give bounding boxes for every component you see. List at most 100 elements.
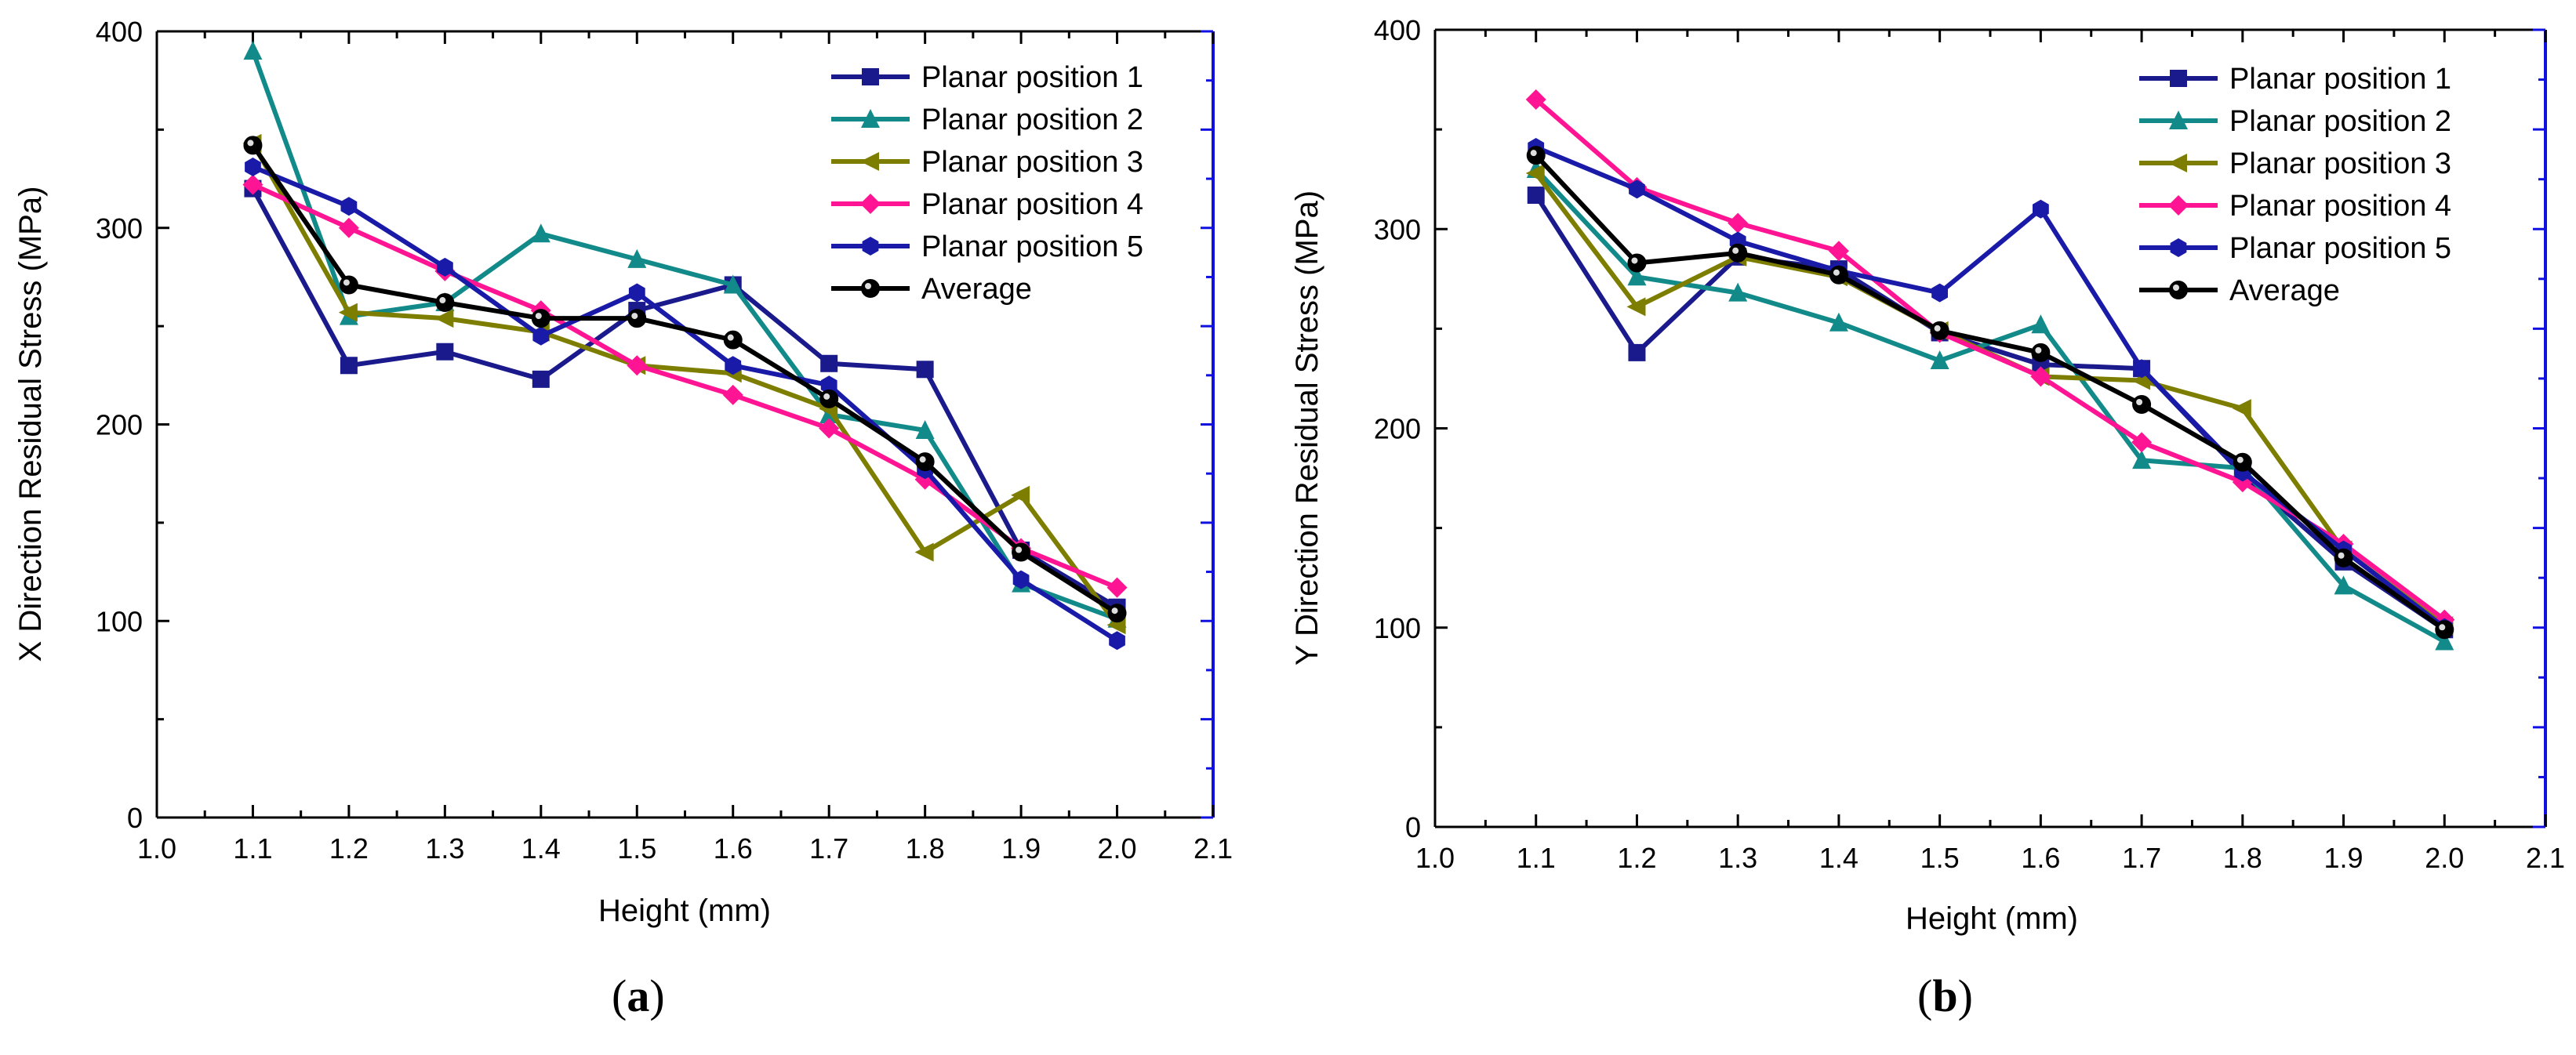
data-point — [1107, 604, 1127, 623]
data-point — [340, 197, 358, 216]
data-point — [723, 274, 743, 294]
data-point — [1012, 570, 1030, 589]
x-tick-label: 1.9 — [1001, 832, 1041, 865]
data-point — [1930, 350, 1949, 370]
legend-marker — [2168, 195, 2189, 216]
data-point — [2133, 359, 2150, 379]
data-point-highlight — [2136, 398, 2143, 405]
legend-label: Planar position 5 — [921, 230, 1143, 263]
data-point — [1728, 212, 1749, 234]
x-tick-label: 1.5 — [617, 832, 656, 865]
x-tick-label: 1.1 — [1517, 842, 1556, 874]
x-tick-label: 1.4 — [1819, 842, 1858, 874]
series-line — [1534, 194, 2446, 632]
legend-label: Planar position 4 — [921, 188, 1143, 221]
data-point — [1828, 241, 1849, 262]
data-point — [243, 41, 263, 60]
x-tick-label: 1.0 — [137, 832, 176, 865]
chart-panel-a: 1.0 1.1 1.2 1.3 1.4 1.5 1.6 1.7 1.8 1.9 2.0 2.1 0 100… — [13, 16, 1233, 1021]
legend-marker — [860, 152, 879, 171]
data-point — [532, 370, 550, 388]
x-tick-label: 1.3 — [425, 832, 464, 865]
legend-marker — [2170, 70, 2187, 87]
data-point-highlight — [727, 334, 734, 341]
panel-label-close: ) — [649, 970, 664, 1021]
data-point-highlight — [535, 313, 542, 320]
data-point-highlight — [1111, 607, 1118, 615]
legend-label: Average — [921, 273, 1032, 306]
data-point — [1728, 282, 1748, 302]
data-point — [1525, 164, 1545, 183]
data-point — [627, 248, 647, 268]
x-tick-label: 1.6 — [2021, 842, 2060, 874]
x-tick-label: 1.8 — [906, 832, 945, 865]
data-point-highlight — [2338, 552, 2345, 559]
data-point — [722, 384, 743, 405]
data-point — [435, 293, 455, 313]
data-point — [531, 223, 550, 243]
data-point — [242, 174, 263, 195]
data-point — [1527, 187, 1545, 205]
series-line — [251, 143, 1119, 615]
y-tick-label: 400 — [1374, 14, 1421, 46]
data-point-highlight — [1631, 257, 1638, 264]
x-tick-label: 2.1 — [1194, 832, 1233, 865]
legend-label: Planar position 5 — [2229, 232, 2451, 265]
series-line — [1534, 154, 2447, 632]
x-tick-label: 1.7 — [809, 832, 848, 865]
y-tick-label: 200 — [1374, 413, 1421, 445]
x-tick-label: 1.2 — [329, 832, 369, 865]
legend-marker-highlight — [865, 283, 871, 289]
data-point-highlight — [1016, 546, 1023, 553]
data-point — [1109, 631, 1125, 651]
panel-label-open: ( — [612, 970, 627, 1021]
data-point — [2334, 548, 2353, 567]
data-point — [1829, 265, 1848, 285]
x-tick-label: 1.2 — [1617, 842, 1656, 874]
x-tick-label: 1.3 — [1718, 842, 1757, 874]
x-axis-label: Height (mm) — [1906, 901, 2078, 936]
data-point — [1626, 297, 1646, 317]
data-point — [2031, 314, 2051, 334]
data-point — [340, 357, 358, 375]
data-point — [2334, 575, 2353, 595]
legend-marker — [860, 194, 881, 214]
x-tick-label: 2.0 — [2425, 842, 2464, 874]
y-tick-label: 200 — [96, 409, 143, 441]
data-point — [915, 420, 935, 440]
x-axis-label: Height (mm) — [598, 894, 771, 928]
data-point — [1012, 542, 1031, 562]
data-point — [2131, 432, 2153, 453]
data-point — [434, 309, 454, 328]
panel-label-letter: a — [627, 970, 649, 1021]
x-tick-label: 1.6 — [714, 832, 753, 865]
data-point-highlight — [1934, 324, 1941, 332]
y-tick-label: 400 — [96, 16, 143, 48]
y-tick-label: 0 — [127, 802, 143, 834]
legend-marker — [862, 237, 879, 256]
data-point — [627, 309, 647, 328]
legend-label: Planar position 4 — [2229, 190, 2451, 223]
series-6 — [243, 136, 1127, 623]
data-point — [820, 354, 838, 372]
legend: Planar position 1 Planar position 2 Planar… — [831, 61, 1143, 306]
data-point — [2232, 399, 2251, 419]
data-point-highlight — [2035, 346, 2042, 353]
data-point — [2435, 631, 2454, 651]
chart-panel-b: 1.0 1.1 1.2 1.3 1.4 1.5 1.6 1.7 1.8 1.9 2.0 2.1 0 100… — [1290, 14, 2565, 1021]
legend-label: Planar position 1 — [921, 61, 1143, 94]
panel-label-close: ) — [1958, 970, 1973, 1021]
x-tick-label: 2.0 — [1098, 832, 1137, 865]
data-point — [914, 542, 934, 562]
legend-label: Planar position 2 — [921, 103, 1143, 136]
legend-marker — [861, 279, 880, 298]
panel-label-open: ( — [1917, 970, 1932, 1021]
data-point — [338, 217, 359, 238]
x-tick-label: 1.0 — [1415, 842, 1455, 874]
legend-marker — [2170, 238, 2187, 257]
x-tick-label: 1.8 — [2223, 842, 2262, 874]
y-tick-label: 0 — [1405, 811, 1421, 843]
data-point — [1526, 146, 1546, 165]
data-point-highlight — [1833, 269, 1840, 276]
data-point — [1525, 89, 1546, 110]
